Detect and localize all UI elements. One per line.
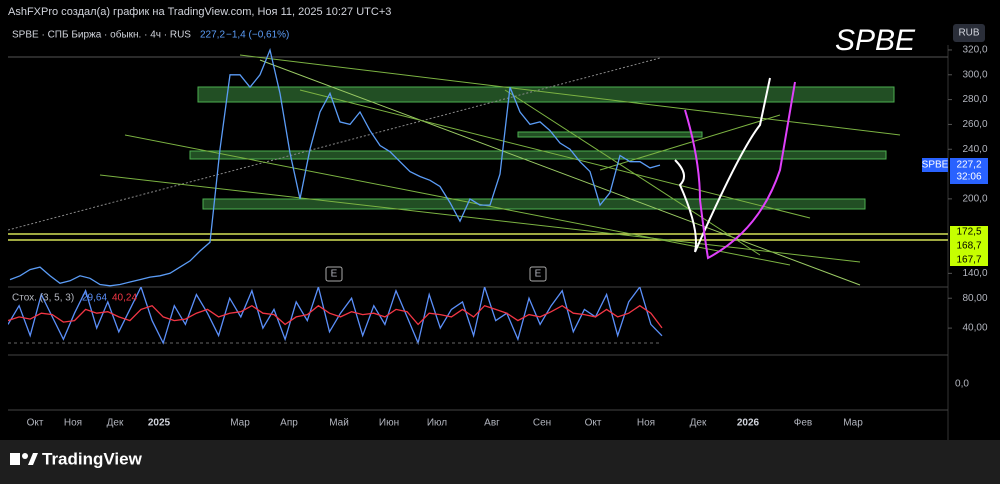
footer [0, 440, 1000, 484]
x-tick-label: Ноя [64, 418, 82, 429]
x-tick-label: 2026 [737, 418, 760, 429]
background [0, 0, 1000, 440]
y-tick-label: 320,0 [962, 45, 987, 56]
y-tick-label: 240,0 [962, 144, 987, 155]
currency[interactable]: RUB [958, 28, 979, 39]
x-tick-label: Сен [533, 418, 551, 429]
last-price: 227,2 [200, 30, 225, 41]
price-line [8, 304, 663, 329]
x-tick-label: Фев [794, 418, 812, 429]
y-tick-label: 200,0 [962, 194, 987, 205]
y-tick-label: 260,0 [962, 119, 987, 130]
countdown: 32:06 [956, 172, 981, 183]
event-marker[interactable] [529, 266, 547, 282]
y-tick-label: 40,00 [962, 323, 987, 334]
x-tick-label: Мар [843, 418, 863, 429]
change: −1,4 (−0,61%) [226, 30, 289, 41]
y-tick-label: 300,0 [962, 69, 987, 80]
x-tick-label: Апр [280, 418, 298, 429]
event-marker[interactable] [325, 266, 343, 282]
author-line: AshFXPro создал(а) график на TradingView… [8, 6, 391, 18]
x-tick-label: Май [329, 418, 349, 429]
currency-box[interactable] [953, 24, 985, 42]
price-line [9, 47, 661, 287]
x-tick-label: Мар [230, 418, 250, 429]
stoch-d-value: 40,24 [112, 293, 137, 304]
x-tick-label: Авг [484, 418, 500, 429]
symbol-tag [922, 158, 948, 172]
price-tag [950, 158, 988, 184]
level-tag: 167,7 [956, 255, 981, 266]
stoch-title: Стох. (3, 5, 3) [12, 293, 74, 304]
y-tick-label: 0,0 [955, 379, 969, 390]
stoch-k-value: 29,64 [82, 293, 107, 304]
x-tick-label: Июл [427, 418, 447, 429]
x-tick-label: Окт [585, 418, 602, 429]
big-symbol: SPBE [835, 24, 916, 57]
x-tick-label: Дек [690, 418, 707, 429]
symbol-line: SPBE · СПБ Биржа · обыкн. · 4ч · RUS [12, 29, 191, 41]
x-tick-label: Дек [107, 418, 124, 429]
price-tag-text: 227,2 [956, 160, 981, 171]
x-tick-label: Июн [379, 418, 399, 429]
logo [10, 453, 38, 465]
x-tick-label: 2025 [148, 418, 171, 429]
event-label[interactable]: E [331, 269, 338, 280]
y-tick-label: 280,0 [962, 94, 987, 105]
level-tag: 168,7 [956, 241, 981, 252]
y-tick-label: 140,0 [962, 268, 987, 279]
x-tick-label: Окт [27, 418, 44, 429]
x-tick-label: Ноя [637, 418, 655, 429]
price-line [8, 287, 663, 346]
level-tag: 172,5 [956, 227, 981, 238]
event-label[interactable]: E [535, 269, 542, 280]
brand: TradingView [42, 449, 143, 468]
symbol-tag-text: SPBE [922, 160, 949, 171]
drawings [8, 54, 948, 286]
y-tick-label: 80,00 [962, 293, 987, 304]
level-tags [950, 226, 988, 266]
